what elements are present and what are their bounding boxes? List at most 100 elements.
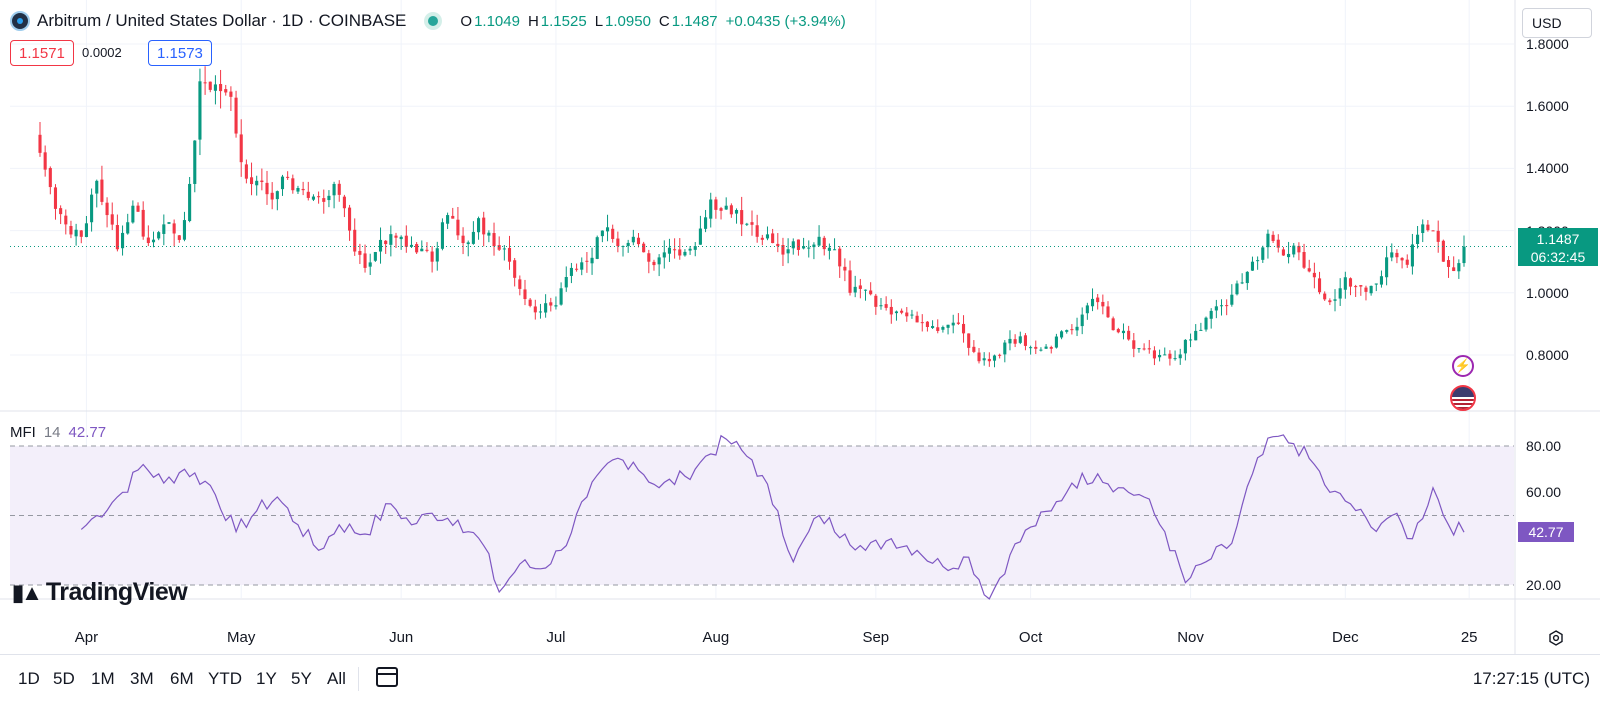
range-button-3m[interactable]: 3M [130, 669, 154, 688]
candle-body [38, 134, 42, 153]
candle-body [518, 279, 522, 289]
candle-body [1070, 329, 1074, 331]
candle [858, 278, 862, 299]
candle [1054, 333, 1058, 349]
candle [100, 165, 104, 206]
candle [714, 196, 718, 219]
calendar-icon[interactable] [376, 667, 398, 687]
candle [894, 310, 899, 321]
buy-price-button[interactable]: 1.1573 [148, 40, 212, 66]
range-button-all[interactable]: All [327, 669, 346, 688]
candle-body [740, 210, 744, 225]
candle [760, 234, 764, 246]
candle [141, 201, 145, 240]
lightning-event-icon[interactable]: ⚡ [1452, 355, 1474, 377]
indicator-name: MFI [10, 424, 36, 441]
utc-clock[interactable]: 17:27:15 (UTC) [1472, 669, 1590, 688]
candle [43, 145, 47, 177]
candle [1374, 283, 1378, 292]
candle [781, 237, 785, 266]
range-button-1y[interactable]: 1Y [256, 669, 277, 688]
candle [1385, 246, 1389, 286]
candle [121, 225, 125, 256]
candle-body [1173, 358, 1177, 360]
candle [1452, 256, 1456, 272]
candle [518, 275, 522, 296]
candle-body [750, 222, 754, 225]
candle-body [64, 215, 68, 225]
candle-body [110, 214, 114, 225]
candle [1343, 271, 1347, 299]
candle [368, 253, 372, 275]
candle [719, 206, 723, 220]
candle [394, 232, 398, 248]
candle [151, 231, 156, 248]
candle [853, 275, 857, 298]
candle-body [843, 266, 847, 271]
us-flag-event-icon[interactable] [1450, 385, 1476, 411]
candle [1023, 333, 1027, 351]
candle [1060, 330, 1064, 340]
candle [600, 230, 604, 243]
price-change: +0.0435 (+3.94%) [725, 12, 846, 30]
candle [1075, 317, 1079, 337]
symbol-title[interactable]: Arbitrum / United States Dollar · 1D · C… [37, 11, 407, 30]
candle-body [363, 253, 367, 268]
candle-body [611, 228, 615, 239]
candle-body [172, 223, 176, 234]
candle [136, 202, 140, 212]
sell-price-button[interactable]: 1.1571 [10, 40, 74, 66]
candle-body [1431, 230, 1435, 232]
candle [1390, 243, 1394, 262]
symbol-header[interactable]: Arbitrum / United States Dollar · 1D · C… [10, 9, 846, 33]
candle-body [69, 226, 73, 235]
range-button-5d[interactable]: 5D [53, 669, 75, 688]
candle-body [1369, 285, 1373, 294]
candle-body [487, 232, 491, 236]
candle-body [1328, 300, 1332, 303]
candle [389, 225, 393, 257]
candle-body [1354, 286, 1358, 288]
candle-body [564, 276, 568, 288]
candle [477, 216, 481, 240]
candle [1199, 322, 1203, 331]
candle-body [1158, 355, 1162, 358]
candle-body [544, 303, 548, 313]
candle [1096, 294, 1100, 310]
candle [1163, 347, 1167, 356]
time-axis-label: Jun [389, 629, 414, 646]
candle-body [879, 305, 883, 307]
candle [1256, 256, 1260, 270]
tradingview-logo[interactable]: ▮▲ TradingView [12, 578, 188, 607]
candle [466, 240, 470, 257]
candle-body [1292, 245, 1296, 255]
candle-body [1183, 339, 1187, 354]
settings-gear-icon[interactable] [1548, 630, 1564, 646]
candle [1080, 307, 1084, 335]
indicator-legend[interactable]: MFI 14 42.77 [10, 424, 106, 441]
candle [425, 242, 429, 253]
candle-body [528, 299, 532, 306]
time-axis-label: Dec [1331, 629, 1359, 646]
range-button-5y[interactable]: 5Y [291, 669, 312, 688]
currency-select[interactable]: USD [1522, 8, 1592, 38]
candle [1034, 340, 1038, 355]
candle [796, 239, 800, 256]
candle-body [332, 183, 336, 196]
candle-body [616, 238, 620, 247]
range-button-1d[interactable]: 1D [18, 669, 40, 688]
range-button-6m[interactable]: 6M [170, 669, 194, 688]
candle [843, 258, 847, 282]
candle-body [378, 239, 383, 252]
candle [255, 175, 259, 196]
price-axis-label: 1.6000 [1526, 98, 1569, 115]
candle-body [1152, 350, 1156, 359]
candle [662, 240, 666, 269]
range-button-ytd[interactable]: YTD [208, 669, 242, 688]
candle-body [1323, 293, 1327, 300]
candle-body [673, 249, 677, 251]
range-button-1m[interactable]: 1M [91, 669, 115, 688]
candle [291, 174, 295, 194]
price-axis-label: 1.4000 [1526, 160, 1569, 177]
